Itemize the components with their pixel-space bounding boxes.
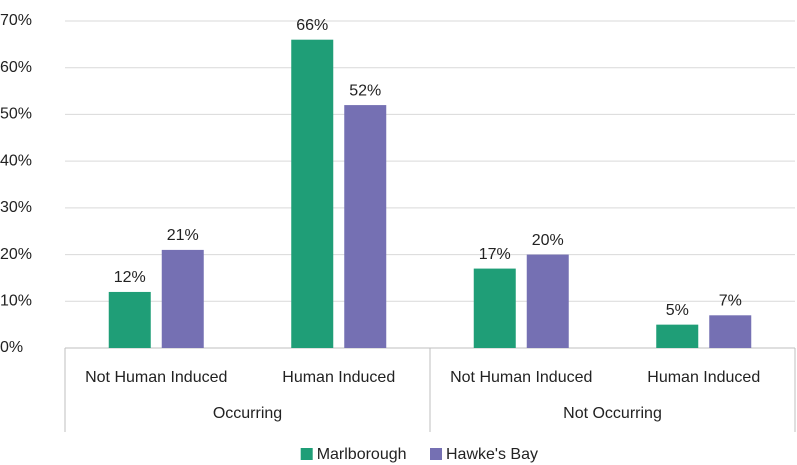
data-label: 66% bbox=[296, 17, 328, 34]
data-label: 7% bbox=[719, 293, 742, 310]
y-tick-label: 20% bbox=[0, 246, 32, 263]
bar bbox=[656, 324, 699, 348]
bar bbox=[709, 315, 752, 348]
legend-label: Marlborough bbox=[317, 446, 407, 463]
bar bbox=[161, 249, 204, 348]
x-tick-label: Human Induced bbox=[647, 369, 760, 386]
y-tick-label: 10% bbox=[0, 293, 32, 310]
bar bbox=[291, 39, 334, 348]
y-tick-label: 50% bbox=[0, 106, 32, 123]
data-label: 5% bbox=[666, 302, 689, 319]
legend-swatch bbox=[430, 448, 442, 460]
legend-label: Hawke's Bay bbox=[446, 446, 538, 463]
y-tick-label: 60% bbox=[0, 59, 32, 76]
y-tick-label: 70% bbox=[0, 12, 32, 29]
data-label: 17% bbox=[479, 246, 511, 263]
data-label: 21% bbox=[167, 227, 199, 244]
x-tick-label: Not Human Induced bbox=[85, 369, 227, 386]
data-label: 20% bbox=[532, 232, 564, 249]
group-label: Not Occurring bbox=[563, 405, 662, 422]
bar bbox=[473, 268, 516, 348]
bar bbox=[344, 105, 387, 348]
y-tick-label: 30% bbox=[0, 199, 32, 216]
legend-swatch bbox=[300, 448, 313, 460]
data-label: 52% bbox=[349, 82, 381, 99]
x-tick-label: Not Human Induced bbox=[450, 369, 592, 386]
y-tick-label: 0% bbox=[0, 339, 23, 356]
bar bbox=[526, 254, 569, 348]
x-tick-label: Human Induced bbox=[282, 369, 395, 386]
bar bbox=[108, 291, 151, 348]
data-label: 12% bbox=[114, 269, 146, 286]
y-tick-label: 40% bbox=[0, 152, 32, 169]
group-label: Occurring bbox=[213, 405, 282, 422]
